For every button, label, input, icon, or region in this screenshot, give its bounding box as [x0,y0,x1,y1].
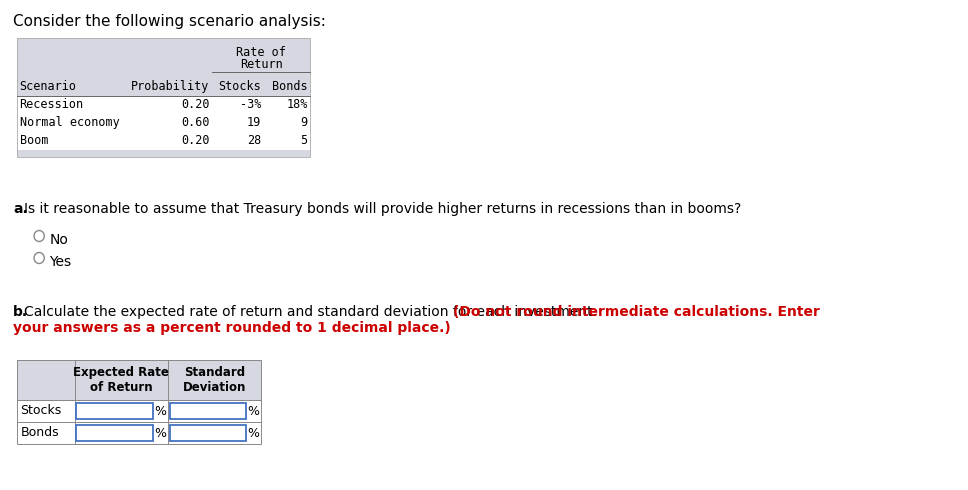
Text: %: % [248,405,259,418]
Text: Standard
Deviation: Standard Deviation [183,366,246,394]
Text: Probability: Probability [132,80,210,93]
Text: Stocks: Stocks [20,404,62,417]
Text: 28: 28 [247,134,261,147]
Text: Bonds: Bonds [272,80,308,93]
Bar [16,38,311,157]
Text: Scenario: Scenario [19,80,76,93]
Text: 18%: 18% [287,98,308,111]
Text: %: % [154,427,166,440]
Text: %: % [154,405,166,418]
Text: Bonds: Bonds [20,426,59,439]
Bar [76,403,153,419]
Text: %: % [248,427,259,440]
Text: Expected Rate
of Return: Expected Rate of Return [74,366,169,394]
Text: Rate of: Rate of [236,46,287,59]
Bar [16,360,261,400]
Bar [169,425,246,441]
Text: 0.20: 0.20 [181,98,210,111]
Text: Stocks: Stocks [218,80,261,93]
Text: Yes: Yes [49,255,72,269]
Text: Return: Return [240,58,283,71]
Text: Is it reasonable to assume that Treasury bonds will provide higher returns in re: Is it reasonable to assume that Treasury… [24,202,741,216]
Text: Boom: Boom [19,134,48,147]
Text: b.: b. [13,305,28,319]
Text: No: No [49,233,69,247]
Text: (Do not round intermediate calculations. Enter: (Do not round intermediate calculations.… [24,305,820,319]
Bar [169,403,246,419]
Text: -3%: -3% [240,98,261,111]
Text: Consider the following scenario analysis:: Consider the following scenario analysis… [13,14,326,29]
Text: 19: 19 [247,116,261,129]
Bar [16,150,311,157]
Bar [76,425,153,441]
Text: your answers as a percent rounded to 1 decimal place.): your answers as a percent rounded to 1 d… [13,321,451,335]
Text: 0.20: 0.20 [181,134,210,147]
Text: Recession: Recession [19,98,83,111]
Text: 5: 5 [300,134,308,147]
Text: Normal economy: Normal economy [19,116,119,129]
Text: a.: a. [13,202,28,216]
Text: 9: 9 [300,116,308,129]
Text: Calculate the expected rate of return and standard deviation for each investment: Calculate the expected rate of return an… [24,305,601,319]
Text: 0.60: 0.60 [181,116,210,129]
Bar [16,38,311,96]
Bar [16,360,261,444]
